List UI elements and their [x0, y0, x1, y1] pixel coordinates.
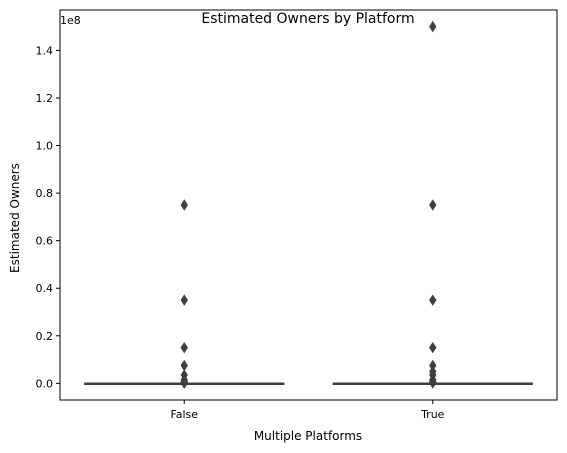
outlier-point	[429, 294, 437, 306]
outlier-point	[429, 20, 437, 33]
outlier-point	[429, 199, 437, 211]
outlier-point	[429, 377, 437, 389]
y-axis-label: Estimated Owners	[8, 163, 22, 273]
outlier-point	[180, 359, 188, 372]
chart-title: Estimated Owners by Platform	[201, 11, 414, 27]
outlier-point	[180, 199, 188, 211]
y-tick-label: 0.0	[36, 377, 54, 390]
y-tick-label: 0.8	[36, 187, 54, 200]
outlier-point	[180, 341, 188, 354]
x-tick-label: False	[170, 408, 198, 421]
y-axis: 0.0 0.2 0.4 0.6 0.8 1.0 1.2 1.4	[36, 44, 60, 390]
y-tick-label: 0.4	[36, 282, 54, 295]
x-tick-label: True	[420, 408, 445, 421]
plot-area-frame	[59, 9, 558, 401]
y-offset-label: 1e8	[60, 14, 81, 27]
outlier-point	[429, 341, 437, 354]
y-tick-label: 0.6	[36, 235, 54, 248]
y-tick-label: 1.2	[36, 92, 54, 105]
outlier-point	[180, 294, 188, 306]
plot-marks	[84, 20, 533, 389]
x-axis-label: Multiple Platforms	[254, 429, 362, 443]
x-axis: False True	[170, 400, 445, 421]
y-tick-label: 0.2	[36, 330, 54, 343]
y-tick-label: 1.0	[36, 140, 54, 153]
outlier-point	[180, 377, 188, 389]
y-tick-label: 1.4	[36, 44, 54, 57]
